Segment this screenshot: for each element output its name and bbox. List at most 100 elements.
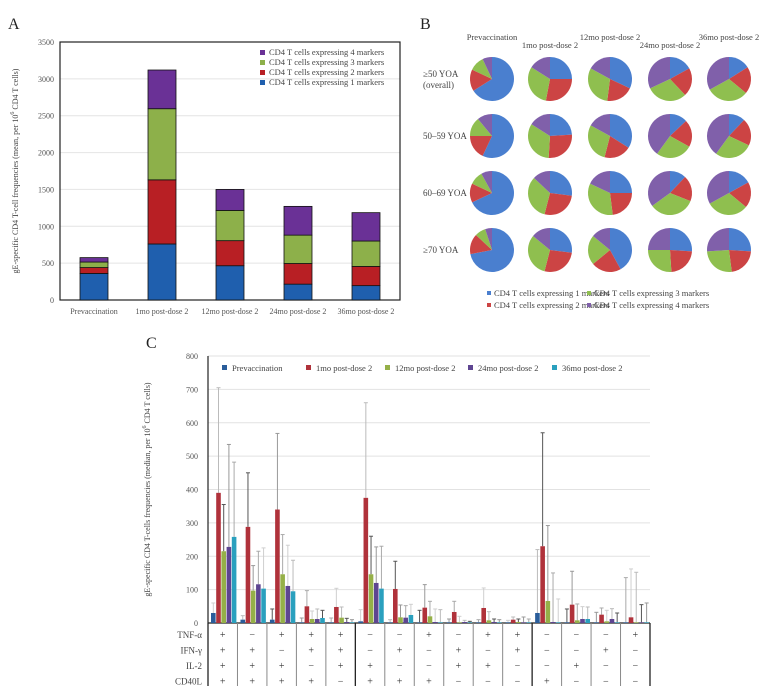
bar [387,622,393,623]
y-tick-label: 1000 [38,222,54,231]
marker-sign: + [308,646,314,657]
x-tick-label: 36mo post-dose 2 [338,307,395,316]
bar [309,618,315,623]
marker-sign: − [544,646,550,657]
marker-sign: + [485,661,491,672]
pie-slice [470,228,514,273]
marker-sign: + [249,677,255,688]
pie-slice [709,193,746,215]
bar [486,620,492,623]
marker-sign: − [632,646,638,657]
marker-sign: − [632,677,638,688]
marker-sign: − [308,661,314,672]
pie-slice [610,228,632,270]
bar-segment [283,263,313,285]
legend-label: 1mo post-dose 2 [316,363,372,373]
marker-sign: + [515,646,521,657]
pie-slice [648,228,670,250]
marker-sign: + [456,661,462,672]
pie-slice [650,79,686,102]
marker-sign: + [426,677,432,688]
y-tick-label: 400 [186,486,198,495]
bar-segment [79,273,109,301]
bar [575,620,580,623]
marker-sign: − [515,661,521,672]
bar [211,612,216,623]
marker-sign: − [456,677,462,688]
pie-slice [482,114,514,158]
y-tick-label: 500 [186,452,198,461]
legend-swatch [385,365,390,370]
pie-slice [648,250,672,272]
pie-column-title: 36mo post-dose 2 [699,32,759,42]
pie-slice [670,57,690,79]
pie-slice [548,134,573,159]
bar [535,612,540,623]
legend-label: CD4 T cells expressing 3 markers [269,57,384,67]
pie-slice [531,114,550,136]
pie-slice [657,136,690,159]
marker-sign: + [220,661,226,672]
bar-segment [351,212,381,242]
legend-swatch [487,303,491,307]
marker-sign: + [367,661,373,672]
pie-slice [528,235,550,272]
y-tick-label: 300 [186,519,198,528]
bar [339,617,344,623]
marker-sign: − [485,677,491,688]
legend-label: 36mo post-dose 2 [562,363,622,373]
y-tick-label: 700 [186,385,198,394]
pie-slice [528,177,550,215]
pie-slice [593,228,610,250]
bar [462,621,467,623]
bar [491,621,497,623]
pie-slice [707,171,729,204]
marker-sign: − [338,677,344,688]
bar [403,617,408,623]
pie-slice [670,120,692,147]
pie-slice [716,136,749,158]
marker-sign: + [632,630,638,641]
x-tick-label: 24mo post-dose 2 [270,307,327,316]
pie-slice [729,250,751,272]
bar [398,617,403,623]
pie-slice [670,114,687,136]
pie-slice [477,114,492,136]
pie-slice [729,228,752,252]
bar [521,622,526,623]
bar [221,551,226,623]
pie-slice [550,57,572,79]
bar [599,614,604,623]
legend-label: 24mo post-dose 2 [478,363,538,373]
pie-slice [590,114,610,136]
bar [633,622,639,623]
bar [240,619,246,623]
x-tick-label: 12mo post-dose 2 [202,307,259,316]
bar [505,622,511,623]
pie-slice [473,57,514,102]
marker-sign: − [515,677,521,688]
pie-slice [469,69,492,91]
pie-row-label: 60–69 YOA [423,188,467,198]
pie-slice [648,57,670,89]
bar [216,492,221,623]
pie-slice [610,171,632,193]
pie-slice [590,57,610,79]
marker-sign: + [220,677,226,688]
pie-slice [545,79,572,101]
pie-slice [610,193,632,215]
marker-sign: + [308,630,314,641]
bar [408,614,414,623]
bar [275,509,280,623]
bar [245,526,251,623]
marker-row-label: IL-2 [186,661,202,671]
marker-sign: − [544,630,550,641]
marker-sign: − [426,661,432,672]
bar [569,604,575,623]
y-tick-label: 3500 [38,38,54,47]
legend-swatch [260,60,265,65]
y-tick-label: 0 [50,296,54,305]
bar [481,607,486,623]
marker-row-label: TNF-α [177,630,202,640]
y-axis-label: gE-specific CD4 T-cell frequencies (mean… [10,68,20,273]
